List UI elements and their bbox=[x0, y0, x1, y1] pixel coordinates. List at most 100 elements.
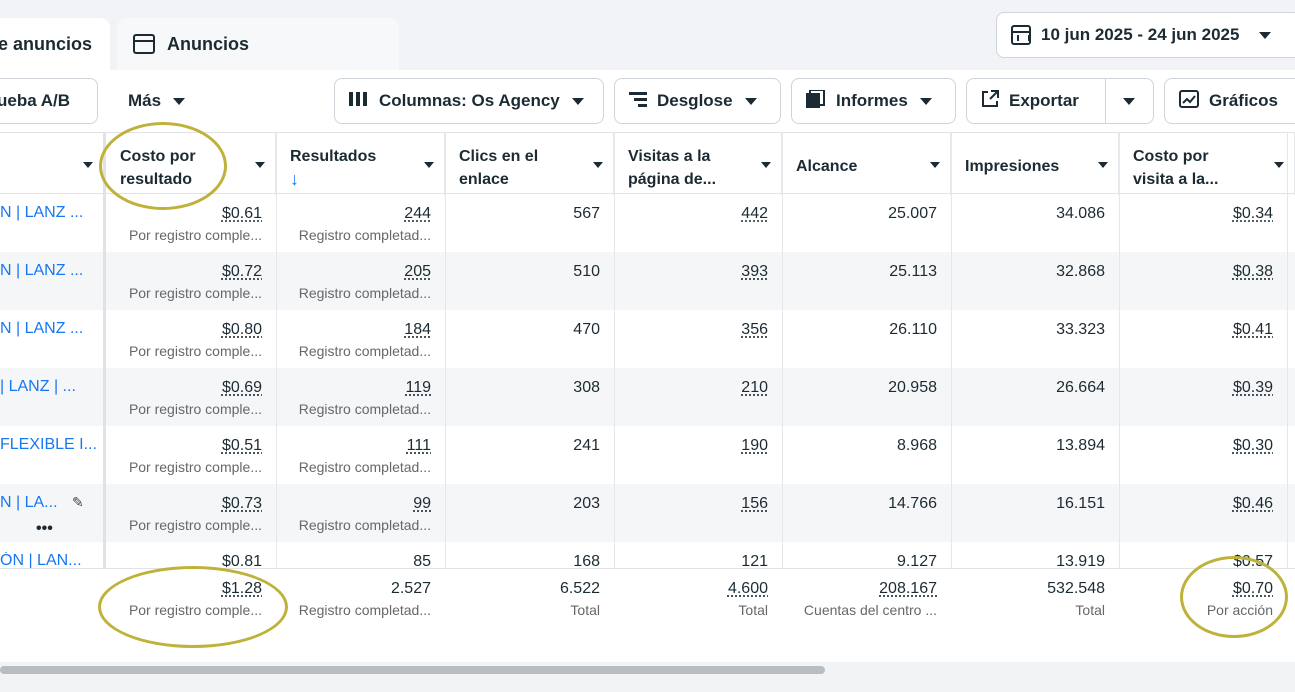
cell-value[interactable]: $0.61 bbox=[221, 205, 262, 222]
column-label: Alcance bbox=[796, 158, 858, 175]
cell-value[interactable]: $0.38 bbox=[1232, 263, 1273, 280]
table-row[interactable]: N | LANZ ... $0.61 Por registro comple... 2… bbox=[0, 194, 1295, 252]
chevron-down-icon bbox=[744, 97, 757, 105]
column-header-cost-per-view[interactable]: Costo por visita a la... bbox=[1119, 133, 1295, 195]
tab-label: Anuncios bbox=[167, 33, 250, 54]
cell-value[interactable]: $0.51 bbox=[221, 437, 262, 454]
cell-value: 16.151 bbox=[1056, 495, 1105, 512]
table-row[interactable]: N | LANZ ... $0.72 Por registro comple... 2… bbox=[0, 252, 1295, 310]
more-label: Más bbox=[128, 91, 162, 110]
column-header-cost-per-result[interactable]: Costo por resultado bbox=[106, 133, 276, 195]
cell-subtext: Registro completad... bbox=[298, 459, 431, 475]
cell-value[interactable]: 205 bbox=[404, 263, 431, 280]
ad-name-link[interactable]: | LANZ | ... bbox=[0, 378, 76, 395]
cell-subtext: Registro completad... bbox=[298, 401, 431, 417]
table-cell: 356 bbox=[614, 310, 782, 368]
tab-ads[interactable]: Anuncios bbox=[117, 18, 399, 70]
ab-test-button[interactable]: ueba A/B bbox=[0, 78, 98, 124]
column-label: Visitas a la página de... bbox=[628, 148, 717, 188]
cell-value[interactable]: $0.69 bbox=[221, 379, 262, 396]
column-header-name[interactable] bbox=[0, 133, 104, 195]
total-sub: Total bbox=[738, 602, 768, 618]
reports-button[interactable]: Informes bbox=[791, 78, 956, 124]
cell-value[interactable]: $0.39 bbox=[1232, 379, 1273, 396]
columns-button[interactable]: Columnas: Os Agency bbox=[334, 78, 604, 124]
column-header-results[interactable]: Resultados ↓ bbox=[276, 133, 445, 195]
cell-value[interactable]: 119 bbox=[405, 379, 431, 396]
chevron-down-icon bbox=[930, 162, 940, 168]
ad-name-link[interactable]: N | LA... bbox=[0, 494, 58, 511]
table-row[interactable]: FLEXIBLE I... $0.51 Por registro comple...… bbox=[0, 426, 1295, 484]
cell-value: 25.007 bbox=[888, 205, 937, 222]
frozen-column-divider bbox=[103, 132, 106, 662]
cell-value[interactable]: 184 bbox=[404, 321, 431, 338]
column-header-link-clicks[interactable]: Clics en el enlace bbox=[445, 133, 614, 195]
ad-name-link[interactable]: N | LANZ ... bbox=[0, 204, 84, 221]
cell-value[interactable]: $0.41 bbox=[1232, 321, 1273, 338]
table-row[interactable]: N | LA... ✎ ••• $0.73 Por registro comple...… bbox=[0, 484, 1295, 542]
breakdown-button[interactable]: Desglose bbox=[614, 78, 781, 124]
column-header-impressions[interactable]: Impresiones bbox=[951, 133, 1119, 195]
cell-value[interactable]: $0.46 bbox=[1232, 495, 1273, 512]
total-link-clicks: 6.522 Total bbox=[445, 569, 614, 627]
export-button[interactable]: Exportar bbox=[966, 78, 1154, 124]
cell-value[interactable]: $0.34 bbox=[1232, 205, 1273, 222]
table-cell: 244 Registro completad... bbox=[276, 194, 445, 252]
cell-value[interactable]: 121 bbox=[741, 553, 768, 570]
column-label: Resultados bbox=[290, 148, 377, 165]
export-dropdown-icon[interactable] bbox=[1123, 98, 1135, 105]
table-row[interactable]: N | LANZ ... $0.80 Por registro comple... 1… bbox=[0, 310, 1295, 368]
column-header-landing-page-views[interactable]: Visitas a la página de... bbox=[614, 133, 782, 195]
ad-name-link[interactable]: ÓN | LAN... bbox=[0, 552, 82, 569]
cell-value[interactable]: $0.72 bbox=[221, 263, 262, 280]
charts-label: Gráficos bbox=[1209, 91, 1278, 110]
total-impressions: 532.548 Total bbox=[951, 569, 1119, 627]
cell-value[interactable]: $0.73 bbox=[221, 495, 262, 512]
cell-value[interactable]: 244 bbox=[404, 205, 431, 222]
column-header-reach[interactable]: Alcance bbox=[782, 133, 951, 195]
cell-subtext: Por registro comple... bbox=[128, 517, 262, 533]
cell-value[interactable]: $0.80 bbox=[221, 321, 262, 338]
cell-value[interactable]: 85 bbox=[413, 553, 431, 570]
cell-value[interactable]: 99 bbox=[413, 495, 431, 512]
total-value: $1.28 bbox=[221, 580, 262, 597]
cell-value: 13.919 bbox=[1056, 553, 1105, 570]
table-row[interactable]: ÓN | LAN... $0.81 85 168 121 9.127 13.919 $0.57 bbox=[0, 542, 1295, 574]
ad-name-link[interactable]: N | LANZ ... bbox=[0, 320, 84, 337]
tab-ad-sets[interactable]: e anuncios bbox=[0, 18, 110, 70]
cell-value[interactable]: 156 bbox=[741, 495, 768, 512]
total-value: 4.600 bbox=[727, 580, 768, 597]
ads-table: Costo por resultado Resultados ↓ Clics e… bbox=[0, 132, 1295, 662]
cell-value[interactable]: 393 bbox=[741, 263, 768, 280]
total-cost-per-result: $1.28 Por registro comple... bbox=[106, 569, 276, 627]
ad-name-link[interactable]: FLEXIBLE I... bbox=[0, 436, 97, 453]
chevron-down-icon bbox=[83, 162, 93, 168]
cell-subtext: Por registro comple... bbox=[128, 285, 262, 301]
scrollbar-thumb[interactable] bbox=[0, 666, 825, 674]
edit-icon[interactable]: ✎ bbox=[72, 494, 84, 510]
column-label: Impresiones bbox=[965, 158, 1060, 175]
cell-value[interactable]: $0.30 bbox=[1232, 437, 1273, 454]
cell-value[interactable]: $0.81 bbox=[221, 553, 262, 570]
cell-value[interactable]: 190 bbox=[741, 437, 768, 454]
cell-value[interactable]: 111 bbox=[406, 437, 431, 454]
more-button[interactable]: Más bbox=[114, 78, 214, 124]
breakdown-icon bbox=[629, 91, 647, 112]
ad-name-link[interactable]: N | LANZ ... bbox=[0, 262, 84, 279]
date-range-picker[interactable]: 10 jun 2025 - 24 jun 2025 bbox=[996, 12, 1295, 58]
cell-value[interactable]: 210 bbox=[741, 379, 768, 396]
table-cell: 121 bbox=[614, 542, 782, 600]
more-options-icon[interactable]: ••• bbox=[36, 520, 53, 537]
cell-subtext: Por registro comple... bbox=[128, 401, 262, 417]
table-cell: $0.30 bbox=[1119, 426, 1287, 484]
table-row[interactable]: | LANZ | ... $0.69 Por registro comple... 1… bbox=[0, 368, 1295, 426]
cell-value[interactable]: 356 bbox=[741, 321, 768, 338]
cell-value: 20.958 bbox=[888, 379, 937, 396]
table-cell: 13.919 bbox=[951, 542, 1119, 600]
cell-value[interactable]: 442 bbox=[741, 205, 768, 222]
export-icon bbox=[981, 89, 999, 113]
charts-button[interactable]: Gráficos bbox=[1164, 78, 1295, 124]
table-cell: $0.34 bbox=[1119, 194, 1287, 252]
cell-value: 25.113 bbox=[889, 263, 937, 280]
total-cost-per-view: $0.70 Por acción bbox=[1119, 569, 1287, 627]
